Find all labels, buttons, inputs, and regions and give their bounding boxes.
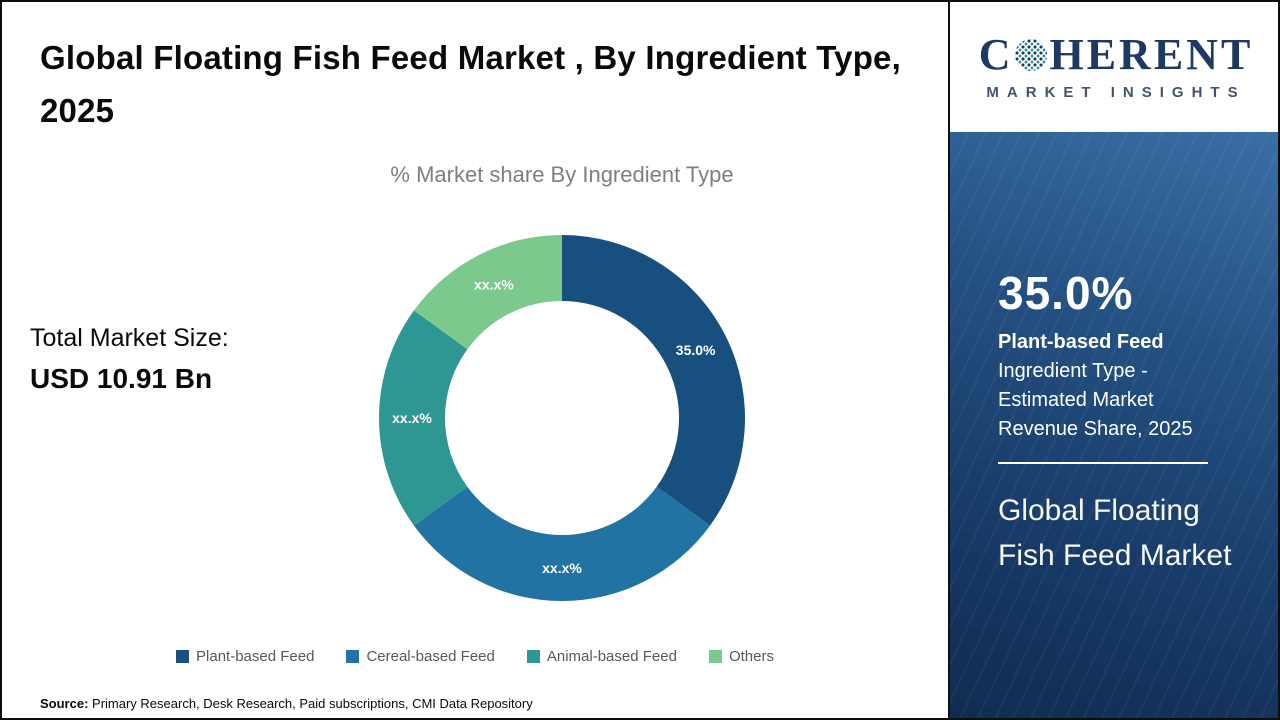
donut-segment-label-3: xx.x% [474,276,514,292]
chart-subtitle: % Market share By Ingredient Type [390,162,734,187]
source-text: Primary Research, Desk Research, Paid su… [88,696,533,711]
highlight-stat-description: Plant-based Feed Ingredient Type - Estim… [998,328,1210,444]
legend-label: Animal-based Feed [546,648,677,665]
highlight-stat-detail: Ingredient Type - Estimated Market Reven… [998,360,1193,440]
panel-report-title: Global Floating Fish Feed Market [998,494,1232,572]
legend-item: Plant-based Feed [176,648,314,665]
donut-chart: 35.0% xx.x% xx.x% xx.x% [372,228,752,608]
total-market-size: Total Market Size: USD 10.91 Bn [30,324,229,395]
legend-item: Cereal-based Feed [346,648,495,665]
donut-segment-2 [379,310,468,526]
logo-wordmark: C HERENT [979,33,1254,77]
logo-subtitle: MARKET INSIGHTS [986,84,1246,101]
right-panel: C HERENT MARKET INSIGHTS 35.0% Plant-base… [948,2,1278,718]
globe-dots-icon [1015,39,1048,71]
donut-segment-3 [413,235,562,350]
donut-segment-label-0: 35.0% [676,342,716,358]
donut-segment-1 [413,486,711,601]
total-market-size-value: USD 10.91 Bn [30,363,213,394]
logo-text-c: C [978,30,1014,79]
legend-swatch-icon [346,650,360,663]
highlight-stat-value: 35.0% [998,267,1134,319]
legend-label: Others [728,648,774,665]
legend-item: Others [708,648,774,665]
page-title: Global Floating Fish Feed Market , By In… [40,39,901,129]
legend-swatch-icon [708,650,722,663]
brand-logo: C HERENT MARKET INSIGHTS [950,2,1278,132]
legend-label: Plant-based Feed [196,648,315,665]
logo-text-herent: HERENT [1049,30,1254,79]
donut-chart-svg: 35.0% xx.x% xx.x% xx.x% [379,235,745,601]
chart-legend: Plant-based Feed Cereal-based Feed Animal-… [75,648,875,665]
panel-body: 35.0% Plant-based Feed Ingredient Type -… [950,132,1278,718]
highlight-stat-category: Plant-based Feed [998,331,1164,353]
donut-segment-label-1: xx.x% [542,560,582,576]
total-market-size-label: Total Market Size: [30,324,229,352]
legend-swatch-icon [526,650,540,663]
legend-swatch-icon [176,650,190,663]
panel-divider [998,462,1208,464]
source-note: Source: Primary Research, Desk Research,… [40,696,533,711]
legend-label: Cereal-based Feed [366,648,495,665]
main-area: Global Floating Fish Feed Market , By In… [2,2,948,718]
donut-segment-0 [562,235,745,526]
donut-segment-label-2: xx.x% [392,410,432,426]
legend-item: Animal-based Feed [526,648,677,665]
source-label: Source: [40,696,89,711]
